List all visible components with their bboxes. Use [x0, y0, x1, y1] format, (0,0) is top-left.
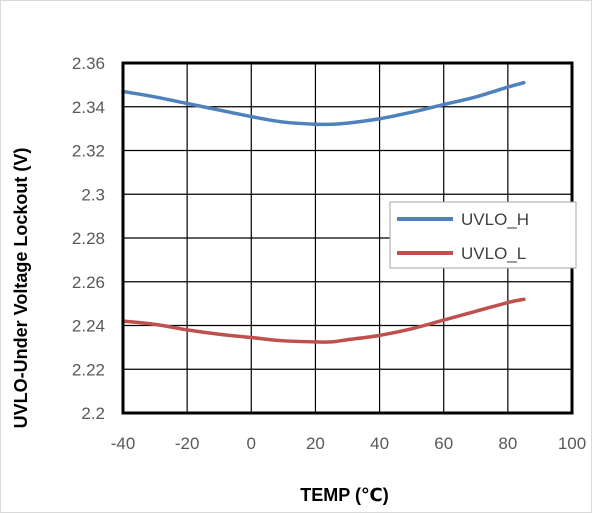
x-tick-label: 80 [498, 434, 517, 453]
y-tick-label: 2.24 [72, 317, 105, 336]
legend: UVLO_H UVLO_L [389, 201, 577, 269]
y-tick-label: 2.26 [72, 273, 105, 292]
y-axis-title: UVLO-Under Voltage Lockout (V) [11, 148, 31, 429]
x-tick-label: 60 [434, 434, 453, 453]
series-line-uvlo-h [121, 80, 526, 127]
y-tick-label: 2.34 [72, 98, 105, 117]
x-tick-label: 20 [306, 434, 325, 453]
legend-box [389, 201, 577, 269]
y-tick-label: 2.3 [81, 185, 105, 204]
x-tick-label: -20 [175, 434, 200, 453]
x-tick-label: 40 [370, 434, 389, 453]
x-axis-ticks: -40 -20 0 20 40 60 80 100 [111, 434, 586, 453]
y-tick-label: 2.28 [72, 229, 105, 248]
x-tick-label: 0 [247, 434, 256, 453]
y-tick-label: 2.32 [72, 142, 105, 161]
legend-label-uvlo-h: UVLO_H [461, 210, 529, 229]
series-line-uvlo-l [121, 297, 526, 344]
y-axis-ticks: 2.2 2.22 2.24 2.26 2.28 2.3 2.32 2.34 2.36 [72, 54, 105, 423]
series-lines [121, 80, 526, 344]
y-tick-label: 2.22 [72, 360, 105, 379]
legend-label-uvlo-l: UVLO_L [461, 244, 526, 263]
y-tick-label: 2.2 [81, 404, 105, 423]
y-tick-label: 2.36 [72, 54, 105, 73]
x-tick-label: 100 [558, 434, 586, 453]
x-axis-title: TEMP (℃) [300, 485, 388, 505]
x-tick-label: -40 [111, 434, 136, 453]
